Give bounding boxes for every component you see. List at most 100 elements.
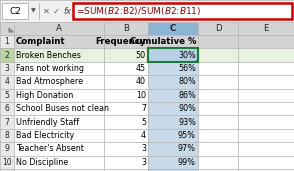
Bar [148, 115, 198, 129]
Bar [198, 156, 238, 169]
Bar [198, 62, 238, 75]
Bar [148, 75, 198, 89]
Bar [104, 169, 148, 171]
Text: 10: 10 [2, 158, 12, 167]
Bar [238, 102, 294, 115]
Bar [198, 129, 238, 142]
Bar [0, 129, 14, 142]
Bar [0, 22, 14, 35]
Text: ▼: ▼ [31, 9, 36, 14]
Bar [148, 62, 198, 75]
Text: C: C [170, 24, 176, 33]
Text: 93%: 93% [178, 118, 196, 127]
Bar [148, 156, 198, 169]
Text: 90%: 90% [178, 104, 196, 113]
Text: Bad Electricity: Bad Electricity [16, 131, 74, 140]
Bar [238, 75, 294, 89]
Text: 3: 3 [141, 158, 146, 167]
Bar [14, 48, 104, 62]
Text: 50: 50 [136, 51, 146, 60]
Text: 7: 7 [141, 104, 146, 113]
Bar [104, 156, 148, 169]
Text: 4: 4 [141, 131, 146, 140]
Text: 8: 8 [5, 131, 9, 140]
Text: 56%: 56% [178, 64, 196, 73]
Bar [14, 102, 104, 115]
Bar [198, 48, 238, 62]
Text: 80%: 80% [178, 77, 196, 86]
Bar [0, 62, 14, 75]
Bar [198, 115, 238, 129]
Bar [2, 3, 28, 19]
Bar [198, 75, 238, 89]
Bar [0, 102, 14, 115]
Text: ✕: ✕ [43, 6, 50, 16]
Text: 97%: 97% [178, 144, 196, 153]
Bar [198, 22, 238, 35]
Bar [73, 3, 292, 19]
Bar [14, 89, 104, 102]
Bar [0, 89, 14, 102]
Bar [198, 89, 238, 102]
Bar [104, 75, 148, 89]
Text: Broken Benches: Broken Benches [16, 51, 81, 60]
Bar [14, 129, 104, 142]
Bar [238, 156, 294, 169]
Text: 5: 5 [141, 118, 146, 127]
Bar [14, 35, 104, 48]
Text: Frequency: Frequency [96, 37, 146, 46]
Text: 7: 7 [5, 118, 9, 127]
Bar [0, 0, 294, 22]
Bar [0, 156, 14, 169]
Text: 5: 5 [5, 91, 9, 100]
Text: 10: 10 [136, 91, 146, 100]
Bar [198, 102, 238, 115]
Bar [0, 115, 14, 129]
Text: =SUM($B$2:B2)/SUM($B$2:$B$11): =SUM($B$2:B2)/SUM($B$2:$B$11) [76, 5, 201, 17]
Bar [238, 48, 294, 62]
Text: 3: 3 [141, 144, 146, 153]
Text: A: A [56, 24, 62, 33]
Bar [14, 142, 104, 156]
Text: B: B [123, 24, 129, 33]
Bar [104, 35, 148, 48]
Text: School Buses not clean: School Buses not clean [16, 104, 109, 113]
Bar [148, 22, 198, 35]
Text: Teacher's Absent: Teacher's Absent [16, 144, 84, 153]
Bar [14, 115, 104, 129]
Bar [0, 48, 14, 62]
Bar [148, 129, 198, 142]
Text: ✓: ✓ [53, 6, 60, 16]
Text: 40: 40 [136, 77, 146, 86]
Bar [148, 102, 198, 115]
Bar [238, 169, 294, 171]
Bar [14, 169, 104, 171]
Bar [198, 35, 238, 48]
Bar [148, 169, 198, 171]
Text: E: E [263, 24, 269, 33]
Bar [238, 89, 294, 102]
Text: D: D [215, 24, 221, 33]
Text: 30%: 30% [178, 51, 196, 60]
Text: 86%: 86% [178, 91, 196, 100]
Bar [104, 22, 148, 35]
Text: 9: 9 [5, 144, 9, 153]
Text: 95%: 95% [178, 131, 196, 140]
Bar [104, 48, 148, 62]
Bar [14, 75, 104, 89]
Bar [0, 22, 14, 35]
Text: 2: 2 [5, 51, 9, 60]
Text: Complaint: Complaint [16, 37, 66, 46]
Text: 1: 1 [5, 37, 9, 46]
Bar [104, 89, 148, 102]
Bar [238, 142, 294, 156]
Bar [148, 89, 198, 102]
Bar [238, 115, 294, 129]
Bar [238, 129, 294, 142]
Bar [104, 142, 148, 156]
Text: 99%: 99% [178, 158, 196, 167]
Text: 4: 4 [5, 77, 9, 86]
Bar [104, 129, 148, 142]
Text: Bad Atmosphere: Bad Atmosphere [16, 77, 83, 86]
Polygon shape [9, 28, 13, 32]
